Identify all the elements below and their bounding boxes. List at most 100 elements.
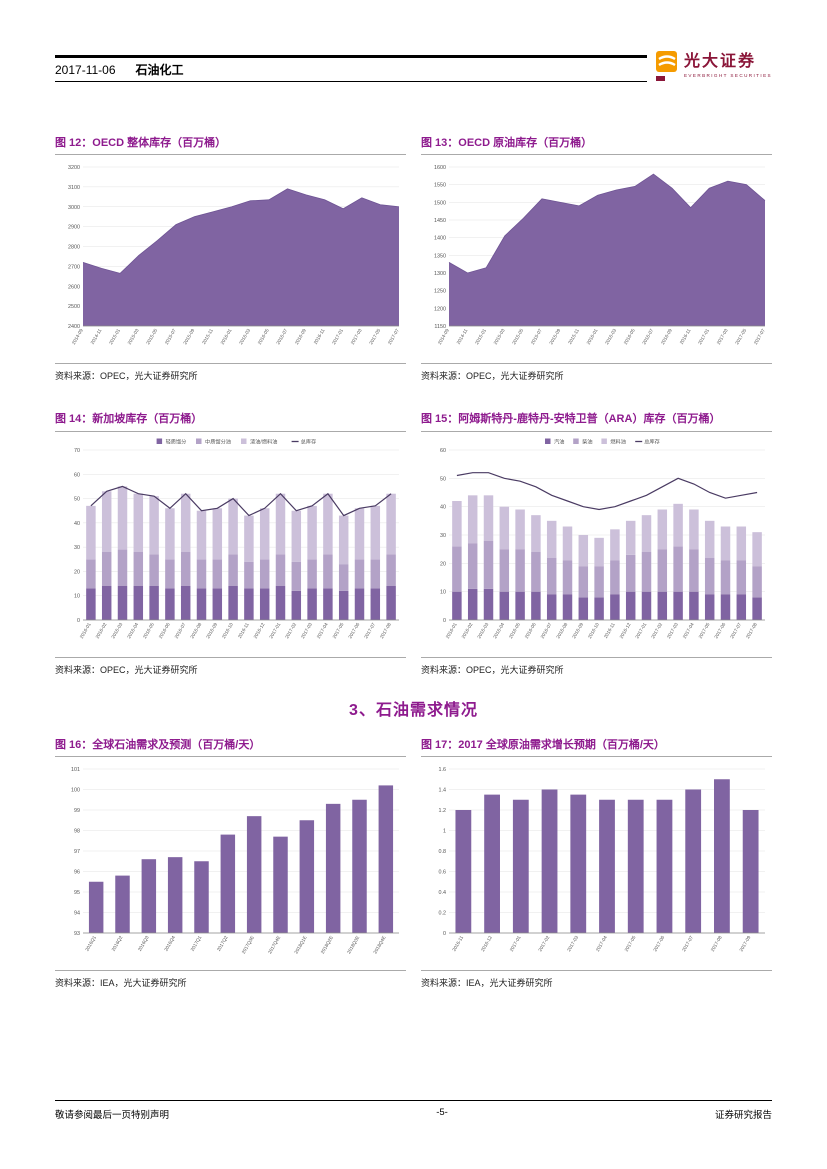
svg-text:2600: 2600 (68, 285, 80, 291)
figure-12: 图 12：OECD 整体库存（百万桶） 2400 2500 2600 2700 2800… (55, 134, 406, 384)
svg-text:2500: 2500 (68, 304, 80, 310)
svg-text:2015-07: 2015-07 (530, 328, 543, 346)
svg-text:2017-02: 2017-02 (537, 935, 550, 953)
figure-16-title: 图 16：全球石油需求及预测（百万桶/天） (55, 736, 406, 757)
svg-text:98: 98 (74, 828, 80, 834)
svg-text:2017-07: 2017-07 (387, 328, 400, 346)
figure-12-source: 资料来源：OPEC，光大证券研究所 (55, 363, 406, 384)
svg-text:2016-09: 2016-09 (294, 328, 307, 346)
figure-16: 图 16：全球石油需求及预测（百万桶/天） 93 94 95 96 97 98 99 100 1… (55, 736, 406, 991)
svg-text:2016-07: 2016-07 (540, 621, 553, 639)
svg-text:50: 50 (440, 476, 446, 482)
svg-text:2017-05: 2017-05 (734, 328, 747, 346)
figure-13: 图 13：OECD 原油库存（百万桶） 1150 1200 1250 1300 1350… (421, 134, 772, 384)
svg-text:30: 30 (74, 545, 80, 551)
svg-text:2800: 2800 (68, 245, 80, 251)
svg-text:96: 96 (74, 869, 80, 875)
figure-14-chart: 0 10 20 30 40 50 60 70 2016-01 2016-02 2016-03 2016… (55, 432, 406, 657)
figure-16-source: 资料来源：IEA，光大证券研究所 (55, 969, 406, 991)
svg-text:1200: 1200 (434, 307, 446, 313)
figure-15-source: 资料来源：OPEC，光大证券研究所 (421, 656, 772, 678)
figure-14: 图 14：新加坡库存（百万桶） 0 10 20 30 40 50 60 70 2016-01 20… (55, 410, 406, 677)
figure-15-title: 图 15：阿姆斯特丹-鹿特丹-安特卫普（ARA）库存（百万桶） (421, 410, 772, 432)
svg-text:1350: 1350 (434, 254, 446, 260)
svg-text:0: 0 (443, 618, 446, 624)
svg-text:1550: 1550 (434, 183, 446, 189)
svg-text:40: 40 (440, 504, 446, 510)
industry-label: 石油化工 (135, 63, 184, 77)
svg-text:2018Q2E: 2018Q2E (320, 935, 334, 955)
svg-text:2017-04: 2017-04 (595, 935, 608, 953)
svg-text:1150: 1150 (434, 324, 446, 330)
svg-text:2016-03: 2016-03 (238, 328, 251, 346)
logo-subtitle: EVERBRIGHT SECURITIES (683, 72, 772, 78)
svg-text:2015-05: 2015-05 (145, 328, 158, 346)
svg-text:2017-08: 2017-08 (745, 621, 758, 639)
svg-text:2015-03: 2015-03 (493, 328, 506, 346)
svg-text:2016-06: 2016-06 (158, 621, 171, 639)
svg-text:0.2: 0.2 (439, 910, 447, 916)
svg-text:2015-01: 2015-01 (474, 328, 487, 346)
svg-text:2017Q2: 2017Q2 (216, 935, 229, 952)
svg-text:2017-06: 2017-06 (713, 621, 726, 639)
charts-row-2: 图 14：新加坡库存（百万桶） 0 10 20 30 40 50 60 70 2016-01 20… (55, 410, 772, 677)
svg-text:2400: 2400 (68, 324, 80, 330)
svg-text:99: 99 (74, 808, 80, 814)
svg-text:2017-03: 2017-03 (716, 328, 729, 346)
logo-name: 光大证券 (683, 53, 756, 70)
svg-text:2015-07: 2015-07 (164, 328, 177, 346)
svg-text:2017-06: 2017-06 (652, 935, 665, 953)
svg-text:2016-07: 2016-07 (275, 328, 288, 346)
svg-text:总库存: 总库存 (301, 437, 317, 445)
svg-text:20: 20 (440, 561, 446, 567)
svg-text:2017-02: 2017-02 (284, 621, 297, 639)
svg-text:50: 50 (74, 496, 80, 502)
svg-text:10: 10 (440, 589, 446, 595)
svg-text:2016-05: 2016-05 (142, 621, 155, 639)
svg-text:2016-06: 2016-06 (524, 621, 537, 639)
svg-text:2016Q4: 2016Q4 (163, 935, 176, 952)
svg-text:2016-04: 2016-04 (492, 621, 505, 639)
svg-text:2016-12: 2016-12 (480, 935, 493, 953)
svg-text:2017-01: 2017-01 (634, 621, 647, 639)
svg-text:1400: 1400 (434, 236, 446, 242)
svg-text:2016-10: 2016-10 (221, 621, 234, 639)
svg-text:2016-10: 2016-10 (587, 621, 600, 639)
svg-text:2017-07: 2017-07 (363, 621, 376, 639)
company-logo: 光大证券 EVERBRIGHT SECURITIES (646, 48, 772, 89)
svg-text:2016-09: 2016-09 (571, 621, 584, 639)
figure-16-chart: 93 94 95 96 97 98 99 100 101 2016Q1 2016Q2 2016Q3 20… (55, 757, 406, 970)
svg-text:2016-01: 2016-01 (586, 328, 599, 346)
svg-text:93: 93 (74, 931, 80, 937)
svg-text:轻质馏分: 轻质馏分 (166, 437, 187, 445)
svg-text:2016-09: 2016-09 (205, 621, 218, 639)
svg-text:2016-11: 2016-11 (237, 621, 250, 638)
svg-text:20: 20 (74, 569, 80, 575)
svg-text:2015-09: 2015-09 (182, 328, 195, 346)
svg-text:0.6: 0.6 (439, 869, 447, 875)
svg-text:2016-01: 2016-01 (445, 621, 458, 639)
svg-text:2016-07: 2016-07 (174, 621, 187, 639)
figure-17-title: 图 17：2017 全球原油需求增长预期（百万桶/天） (421, 736, 772, 757)
svg-text:2015-11: 2015-11 (567, 328, 580, 345)
charts-row-1: 图 12：OECD 整体库存（百万桶） 2400 2500 2600 2700 2800… (55, 134, 772, 384)
svg-text:95: 95 (74, 890, 80, 896)
svg-text:2016Q3: 2016Q3 (137, 935, 150, 952)
svg-text:40: 40 (74, 520, 80, 526)
svg-text:2017-08: 2017-08 (710, 935, 723, 953)
figure-15-chart: 0 10 20 30 40 50 60 2016-01 2016-02 2016-03 2016-0… (421, 432, 772, 657)
figure-17: 图 17：2017 全球原油需求增长预期（百万桶/天） 0 0.2 0.4 0.6 0.… (421, 736, 772, 991)
svg-text:60: 60 (440, 448, 446, 454)
fig13-svg: 1150 1200 1250 1300 1350 1400 1450 1500 1550 1600… (434, 165, 766, 346)
svg-text:2016-11: 2016-11 (313, 328, 326, 345)
svg-text:2014-11: 2014-11 (456, 328, 469, 345)
svg-text:2016-08: 2016-08 (189, 621, 202, 639)
svg-text:0: 0 (77, 618, 80, 624)
svg-text:3000: 3000 (68, 205, 80, 211)
svg-text:2016-11: 2016-11 (679, 328, 692, 345)
svg-text:2016Q1: 2016Q1 (84, 935, 97, 952)
svg-text:2016-08: 2016-08 (555, 621, 568, 639)
